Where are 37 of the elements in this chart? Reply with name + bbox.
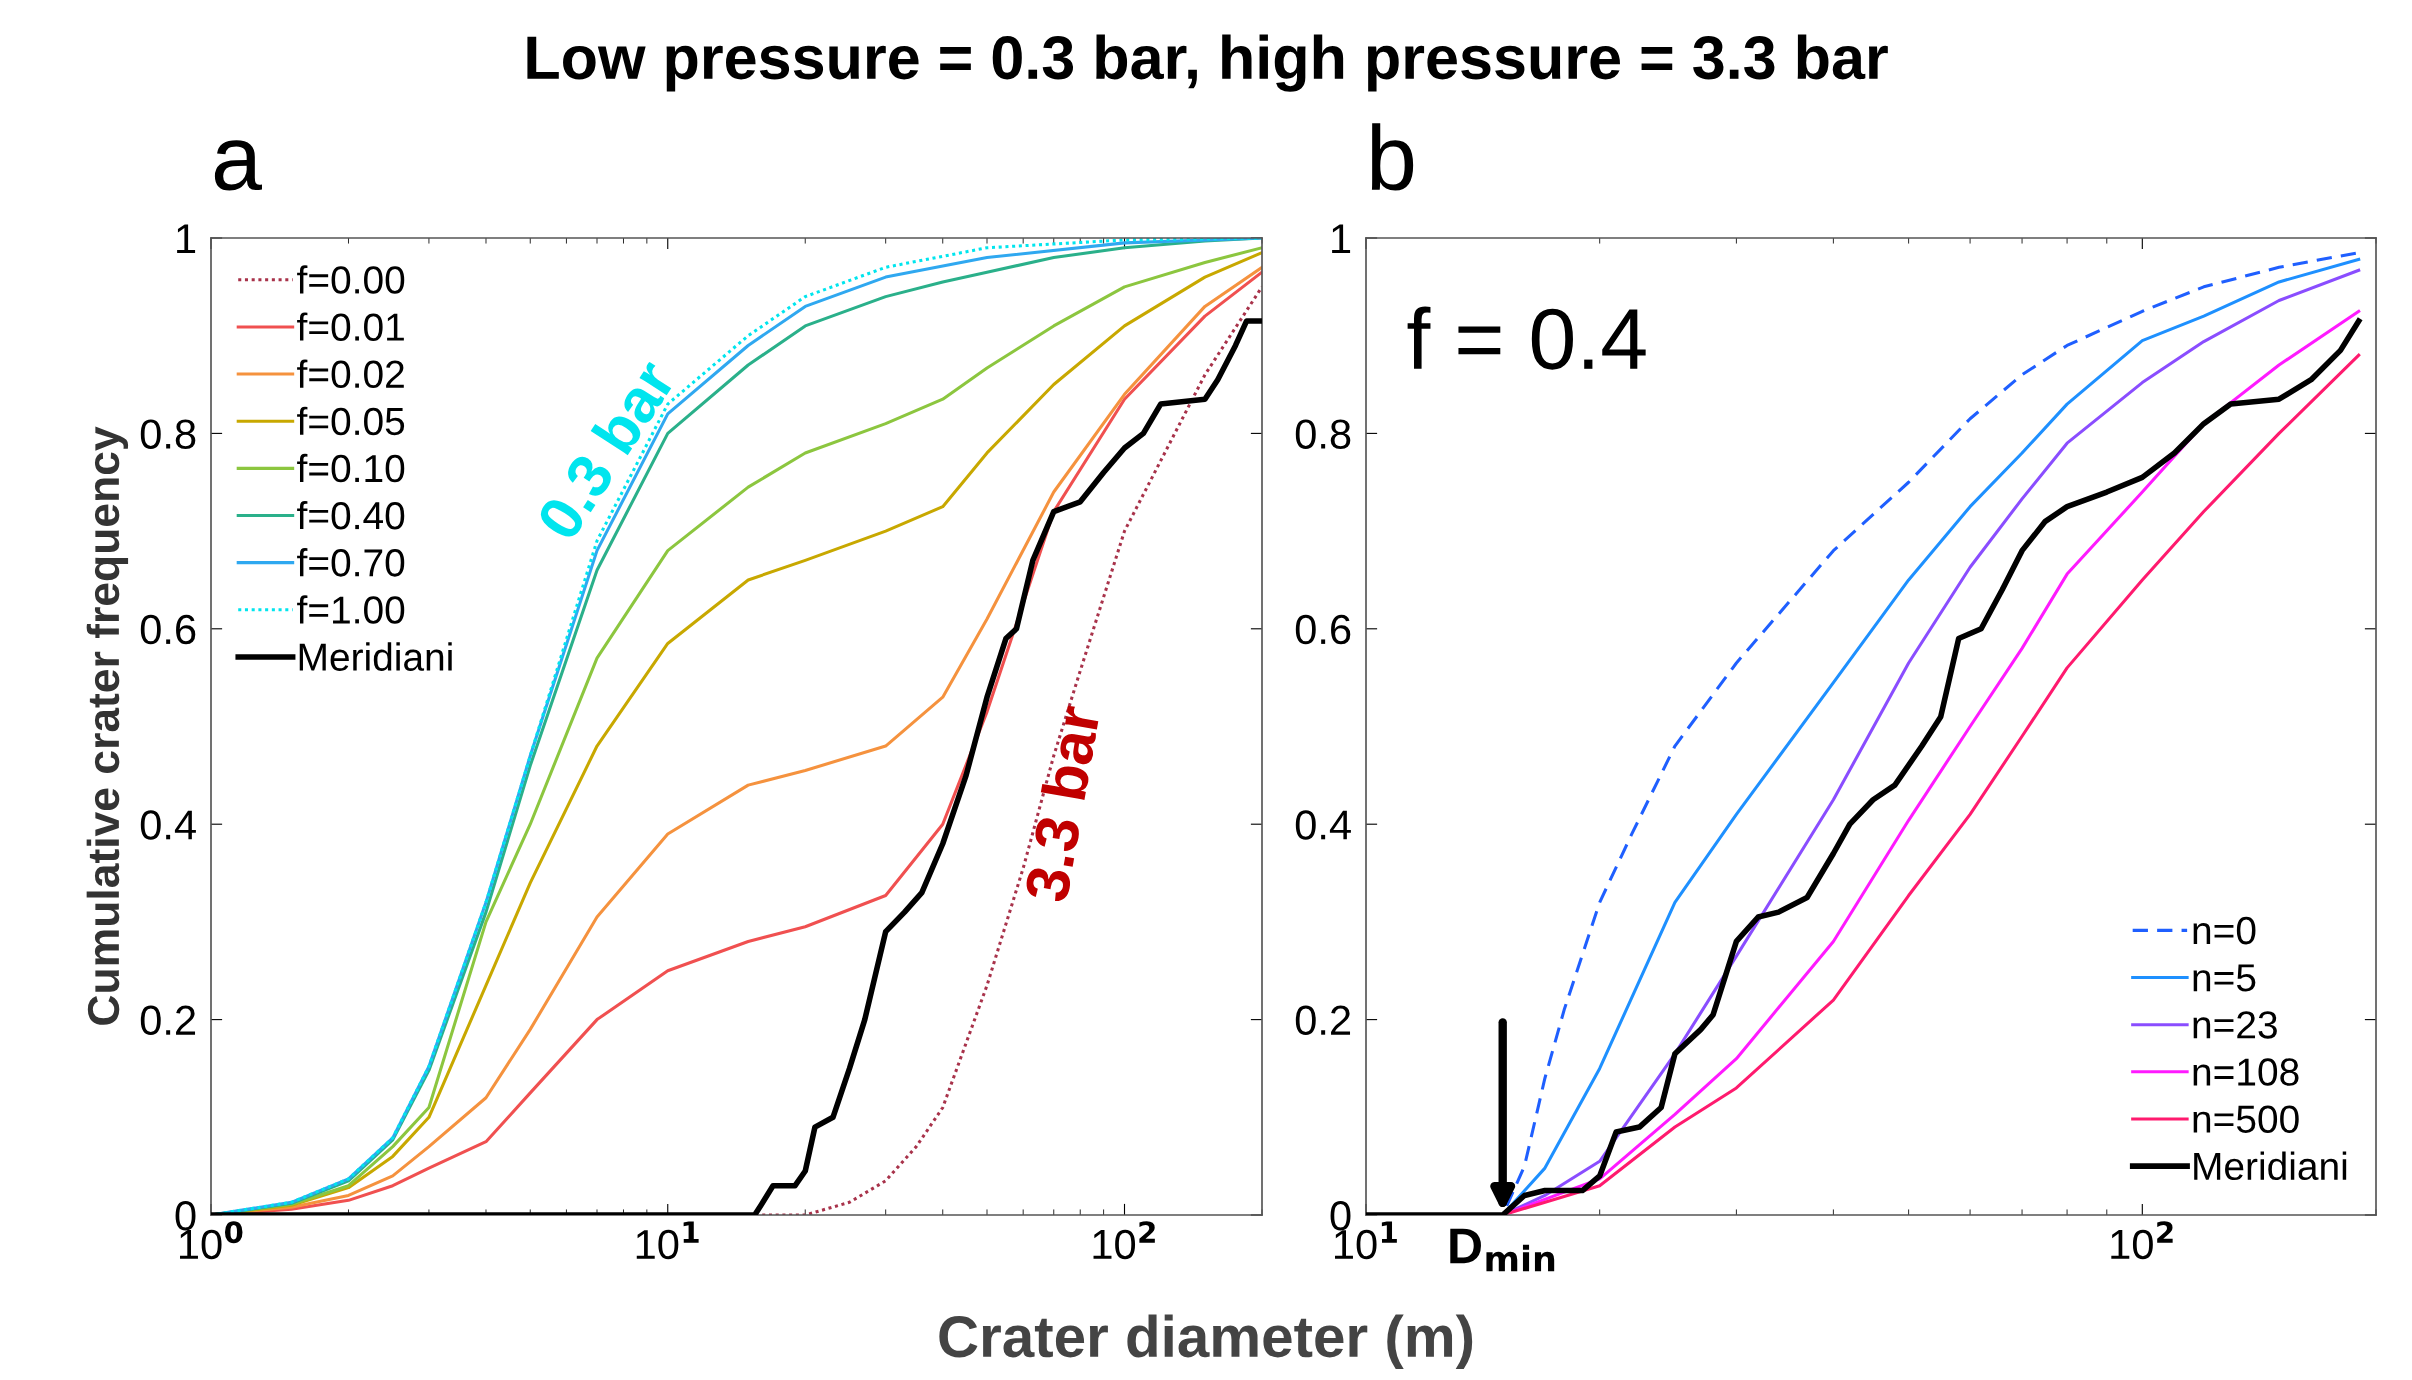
- legend-label: f=0.01: [297, 312, 404, 341]
- x-axis-title: Crater diameter (m): [939, 1314, 1473, 1369]
- y-tick-label: 0.6: [1295, 614, 1351, 645]
- x-tick-label: 10$^{2}$: [2111, 1221, 2173, 1260]
- legend-label: Meridiani: [2194, 1151, 2347, 1181]
- legend-label: n=0: [2193, 916, 2256, 945]
- legend-label: f=0.10: [297, 453, 405, 483]
- legend-label: f=0.02: [297, 359, 404, 389]
- annotation: D$_{min}$: [1450, 1228, 1555, 1272]
- x-tick-label: 10$^{2}$: [1093, 1221, 1155, 1260]
- legend-label: n=23: [2193, 1011, 2277, 1039]
- legend-label: f=0.70: [297, 548, 405, 577]
- y-tick-label: 0.8: [1295, 419, 1351, 449]
- y-tick-label: 0.6: [140, 614, 196, 645]
- legend-label: n=500: [2193, 1105, 2299, 1133]
- text: a: [214, 140, 262, 191]
- y-axis-title: Cumulative crater frequency: [86, 426, 129, 1025]
- legend-label: f=0.40: [297, 500, 405, 530]
- y-tick-label: 1: [177, 224, 196, 254]
- legend-label: f=0.00: [297, 265, 405, 294]
- y-tick-label: 0.2: [1295, 1005, 1351, 1036]
- annotation: f = 0.4: [1407, 306, 1646, 370]
- legend-label: Meridiani: [299, 642, 452, 671]
- legend-label: n=108: [2193, 1058, 2299, 1086]
- legend-label: n=5: [2193, 964, 2256, 992]
- legend-label: f=0.05: [297, 406, 405, 436]
- annotation: 3.3 bar: [1022, 703, 1101, 904]
- legend-label: f=1.00: [297, 595, 405, 624]
- chart-title: Low pressure = 0.3 bar, high pressure = 3.3 bar: [527, 34, 1888, 92]
- annotation: 0.3 bar: [534, 355, 678, 543]
- text: b: [1371, 123, 1414, 191]
- y-tick-label: 0.2: [140, 1005, 196, 1036]
- y-tick-label: 0.8: [140, 419, 196, 449]
- y-tick-label: 0.4: [140, 810, 196, 840]
- y-tick-label: 1: [1332, 224, 1351, 254]
- x-tick-label: 10$^{1}$: [636, 1221, 699, 1260]
- y-tick-label: 0.4: [1295, 810, 1351, 840]
